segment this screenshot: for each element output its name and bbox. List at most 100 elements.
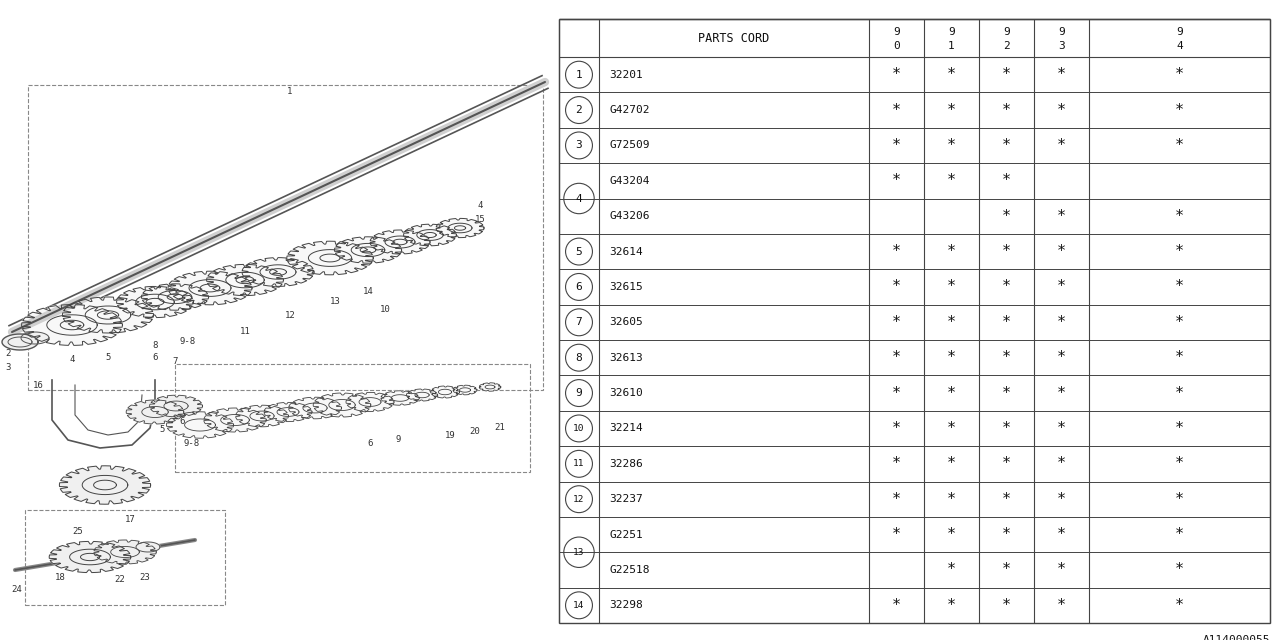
Text: G42702: G42702 [609, 105, 649, 115]
Text: *: * [1057, 385, 1066, 401]
Text: 11: 11 [573, 460, 585, 468]
Text: PARTS CORD: PARTS CORD [699, 31, 769, 45]
Text: 6: 6 [367, 438, 372, 447]
Polygon shape [141, 284, 209, 310]
Polygon shape [381, 391, 420, 405]
Text: 9: 9 [1004, 26, 1010, 36]
Bar [175, 364, 530, 472]
Text: *: * [1002, 209, 1011, 224]
Polygon shape [22, 305, 123, 346]
Text: 14: 14 [362, 287, 374, 296]
Text: 16: 16 [32, 381, 44, 390]
Text: *: * [1175, 563, 1184, 577]
Polygon shape [453, 385, 477, 395]
Text: *: * [1002, 67, 1011, 82]
Text: *: * [892, 280, 901, 294]
Polygon shape [116, 287, 193, 317]
Text: *: * [1057, 138, 1066, 153]
Text: *: * [1002, 350, 1011, 365]
Text: 2: 2 [1004, 42, 1010, 51]
Polygon shape [370, 230, 430, 254]
Text: 1: 1 [576, 70, 582, 80]
Text: 9: 9 [1059, 26, 1065, 36]
Text: G43204: G43204 [609, 176, 649, 186]
Text: *: * [892, 350, 901, 365]
Text: 7: 7 [576, 317, 582, 327]
Polygon shape [166, 412, 233, 438]
Text: 23: 23 [140, 573, 150, 582]
Text: *: * [1002, 280, 1011, 294]
Text: *: * [1057, 315, 1066, 330]
Text: *: * [1175, 456, 1184, 471]
Text: *: * [947, 350, 956, 365]
Polygon shape [403, 224, 457, 246]
Text: *: * [1175, 315, 1184, 330]
Text: *: * [1002, 315, 1011, 330]
Text: *: * [1175, 280, 1184, 294]
Text: *: * [947, 102, 956, 118]
Text: *: * [892, 598, 901, 613]
Text: *: * [1175, 209, 1184, 224]
Polygon shape [236, 405, 288, 427]
Text: 32615: 32615 [609, 282, 643, 292]
Polygon shape [49, 541, 131, 573]
Text: *: * [1057, 102, 1066, 118]
Text: 9: 9 [893, 26, 900, 36]
Text: *: * [1002, 492, 1011, 507]
Text: *: * [1002, 527, 1011, 542]
Text: 9: 9 [1176, 26, 1183, 36]
Text: 10: 10 [380, 305, 390, 314]
Text: 12: 12 [573, 495, 585, 504]
Text: 5: 5 [159, 426, 165, 435]
Text: 32298: 32298 [609, 600, 643, 611]
Text: 32610: 32610 [609, 388, 643, 398]
Polygon shape [334, 237, 402, 263]
Text: *: * [1057, 421, 1066, 436]
Polygon shape [242, 257, 314, 286]
Text: 22: 22 [115, 575, 125, 584]
Text: A114000055: A114000055 [1202, 635, 1270, 640]
Text: *: * [947, 563, 956, 577]
Polygon shape [407, 389, 438, 401]
Text: G72509: G72509 [609, 140, 649, 150]
Text: 9-8: 9-8 [180, 337, 196, 346]
Text: 32201: 32201 [609, 70, 643, 80]
Text: *: * [947, 280, 956, 294]
Text: 13: 13 [573, 548, 585, 557]
Text: 0: 0 [893, 42, 900, 51]
Text: 3: 3 [576, 140, 582, 150]
Polygon shape [287, 241, 374, 275]
Text: *: * [1057, 492, 1066, 507]
Text: 13: 13 [330, 298, 340, 307]
Polygon shape [436, 218, 484, 237]
Text: 20: 20 [470, 428, 480, 436]
Polygon shape [63, 297, 154, 333]
Text: 32237: 32237 [609, 494, 643, 504]
Text: *: * [1002, 244, 1011, 259]
Text: 10: 10 [573, 424, 585, 433]
Text: *: * [1175, 421, 1184, 436]
Text: 7: 7 [173, 358, 178, 367]
Text: *: * [1002, 421, 1011, 436]
Text: *: * [1175, 385, 1184, 401]
Text: 15: 15 [475, 216, 485, 225]
Text: *: * [1057, 527, 1066, 542]
Polygon shape [204, 408, 266, 432]
Polygon shape [346, 392, 394, 412]
Bar [28, 85, 543, 390]
Text: 5: 5 [105, 353, 110, 362]
Polygon shape [168, 271, 252, 305]
Text: 32214: 32214 [609, 424, 643, 433]
Text: *: * [1175, 102, 1184, 118]
Polygon shape [289, 397, 342, 419]
Text: *: * [892, 138, 901, 153]
Text: 25: 25 [73, 527, 83, 536]
Text: *: * [947, 67, 956, 82]
Text: 24: 24 [12, 586, 22, 595]
Text: *: * [1175, 527, 1184, 542]
Text: *: * [947, 244, 956, 259]
Text: *: * [947, 138, 956, 153]
Text: *: * [1175, 244, 1184, 259]
Text: *: * [947, 492, 956, 507]
Text: 32605: 32605 [609, 317, 643, 327]
